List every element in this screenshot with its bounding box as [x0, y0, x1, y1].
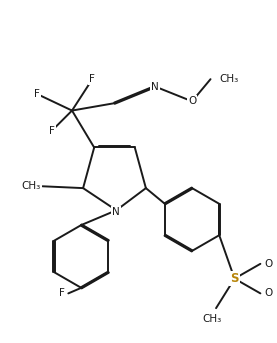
Text: N: N	[151, 82, 159, 92]
Text: S: S	[230, 272, 239, 285]
Text: N: N	[112, 207, 120, 217]
Text: CH₃: CH₃	[21, 181, 41, 191]
Text: CH₃: CH₃	[220, 74, 239, 84]
Text: O: O	[264, 288, 272, 298]
Text: F: F	[34, 89, 40, 99]
Text: O: O	[264, 259, 272, 269]
Text: F: F	[49, 126, 55, 136]
Text: F: F	[59, 288, 65, 298]
Text: O: O	[188, 96, 196, 106]
Text: CH₃: CH₃	[203, 314, 222, 324]
Text: F: F	[89, 74, 95, 84]
